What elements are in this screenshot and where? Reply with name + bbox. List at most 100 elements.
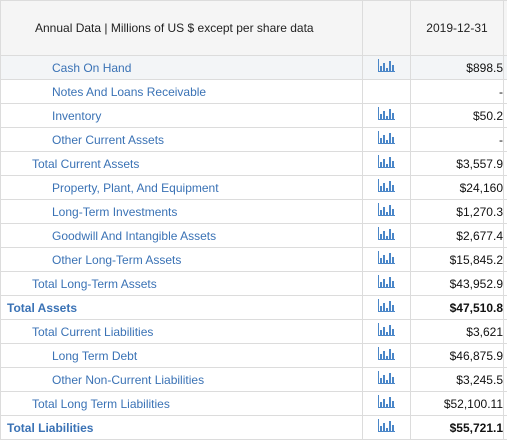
table-row: Other Non-Current Liabilities $3,245.5	[0, 367, 507, 392]
header-date: 2019-12-31	[410, 0, 504, 56]
header-icon-column	[362, 0, 411, 56]
table-row: Other Long-Term Assets $15,845.2	[0, 247, 507, 272]
table-row: Inventory $50.2	[0, 103, 507, 128]
row-value: $47,510.8	[410, 295, 504, 320]
row-edge	[503, 271, 507, 296]
header-label: Annual Data | Millions of US $ except pe…	[0, 0, 363, 56]
bar-chart-icon[interactable]	[378, 323, 395, 340]
row-value: $3,557.9	[410, 151, 504, 176]
row-edge	[503, 55, 507, 80]
table-row: Long-Term Investments $1,270.3	[0, 199, 507, 224]
table-row: Goodwill And Intangible Assets $2,677.4	[0, 223, 507, 248]
row-chart-cell	[362, 271, 411, 296]
row-label-link[interactable]: Property, Plant, And Equipment	[0, 175, 363, 200]
row-edge	[503, 295, 507, 320]
row-edge	[503, 367, 507, 392]
table-row: Total Long Term Liabilities $52,100.11	[0, 391, 507, 416]
table-row: Long Term Debt $46,875.9	[0, 343, 507, 368]
row-label-link[interactable]: Total Current Assets	[0, 151, 363, 176]
row-chart-cell	[362, 223, 411, 248]
row-label-link[interactable]: Other Long-Term Assets	[0, 247, 363, 272]
row-label-link[interactable]: Total Current Liabilities	[0, 319, 363, 344]
table-row: Total Long-Term Assets $43,952.9	[0, 271, 507, 296]
row-label-link[interactable]: Other Current Assets	[0, 127, 363, 152]
row-value: -	[410, 127, 504, 152]
bar-chart-icon[interactable]	[378, 395, 395, 412]
row-label-link[interactable]: Long Term Debt	[0, 343, 363, 368]
row-value: $15,845.2	[410, 247, 504, 272]
row-value: $898.5	[410, 55, 504, 80]
row-edge	[503, 415, 507, 440]
row-value: $1,270.3	[410, 199, 504, 224]
row-chart-cell	[362, 175, 411, 200]
bar-chart-icon[interactable]	[378, 59, 395, 76]
row-label-link[interactable]: Cash On Hand	[0, 55, 363, 80]
table-row: Cash On Hand $898.5	[0, 55, 507, 80]
table-body: Cash On Hand $898.5 Notes And Loans Receiv…	[0, 55, 507, 440]
row-edge	[503, 319, 507, 344]
row-edge	[503, 151, 507, 176]
row-label-link[interactable]: Total Long-Term Assets	[0, 271, 363, 296]
row-edge	[503, 199, 507, 224]
row-value: $46,875.9	[410, 343, 504, 368]
bar-chart-icon[interactable]	[378, 203, 395, 220]
row-edge	[503, 103, 507, 128]
row-edge	[503, 343, 507, 368]
row-edge	[503, 247, 507, 272]
bar-chart-icon[interactable]	[378, 227, 395, 244]
bar-chart-icon[interactable]	[378, 155, 395, 172]
row-chart-cell	[362, 79, 411, 104]
row-chart-cell	[362, 247, 411, 272]
table-row: Total Current Assets $3,557.9	[0, 151, 507, 176]
row-label-link[interactable]: Goodwill And Intangible Assets	[0, 223, 363, 248]
row-label-link[interactable]: Total Long Term Liabilities	[0, 391, 363, 416]
bar-chart-icon[interactable]	[378, 107, 395, 124]
row-value: -	[410, 79, 504, 104]
row-chart-cell	[362, 55, 411, 80]
row-chart-cell	[362, 367, 411, 392]
row-chart-cell	[362, 343, 411, 368]
table-row: Total Liabilities $55,721.1	[0, 415, 507, 440]
bar-chart-icon[interactable]	[378, 251, 395, 268]
row-value: $55,721.1	[410, 415, 504, 440]
row-label-link[interactable]: Notes And Loans Receivable	[0, 79, 363, 104]
bar-chart-icon[interactable]	[378, 179, 395, 196]
table-row: Total Assets $47,510.8	[0, 295, 507, 320]
row-edge	[503, 127, 507, 152]
row-label-link[interactable]: Total Assets	[0, 295, 363, 320]
row-edge	[503, 223, 507, 248]
table-row: Total Current Liabilities $3,621	[0, 319, 507, 344]
row-chart-cell	[362, 319, 411, 344]
table-row: Property, Plant, And Equipment $24,160	[0, 175, 507, 200]
row-label-link[interactable]: Inventory	[0, 103, 363, 128]
bar-chart-icon[interactable]	[378, 131, 395, 148]
row-value: $52,100.11	[410, 391, 504, 416]
row-label-link[interactable]: Other Non-Current Liabilities	[0, 367, 363, 392]
bar-chart-icon[interactable]	[378, 347, 395, 364]
row-chart-cell	[362, 415, 411, 440]
row-label-link[interactable]: Long-Term Investments	[0, 199, 363, 224]
row-chart-cell	[362, 199, 411, 224]
row-chart-cell	[362, 391, 411, 416]
bar-chart-icon[interactable]	[378, 419, 395, 436]
row-edge	[503, 79, 507, 104]
header-edge	[503, 0, 507, 56]
row-value: $43,952.9	[410, 271, 504, 296]
row-edge	[503, 391, 507, 416]
row-value: $3,621	[410, 319, 504, 344]
row-label-link[interactable]: Total Liabilities	[0, 415, 363, 440]
table-row: Other Current Assets -	[0, 127, 507, 152]
row-value: $50.2	[410, 103, 504, 128]
row-chart-cell	[362, 295, 411, 320]
row-value: $3,245.5	[410, 367, 504, 392]
row-chart-cell	[362, 127, 411, 152]
bar-chart-icon[interactable]	[378, 275, 395, 292]
row-chart-cell	[362, 103, 411, 128]
bar-chart-icon[interactable]	[378, 299, 395, 316]
table-header-row: Annual Data | Millions of US $ except pe…	[0, 0, 507, 56]
bar-chart-icon[interactable]	[378, 371, 395, 388]
row-value: $2,677.4	[410, 223, 504, 248]
row-chart-cell	[362, 151, 411, 176]
row-edge	[503, 175, 507, 200]
